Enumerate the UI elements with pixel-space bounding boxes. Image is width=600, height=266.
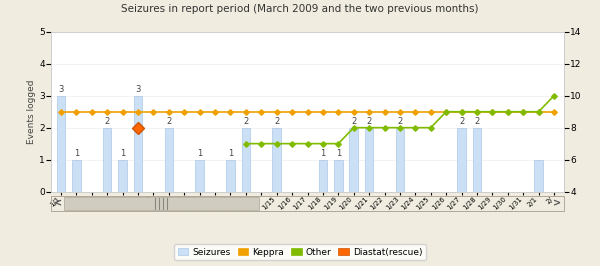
Y-axis label: Events logged: Events logged	[27, 80, 36, 144]
Text: 1: 1	[197, 149, 202, 158]
Text: 2: 2	[166, 117, 172, 126]
Text: 2: 2	[274, 117, 280, 126]
Text: Seizures in report period (March 2009 and the two previous months): Seizures in report period (March 2009 an…	[121, 4, 479, 14]
Bar	[196, 160, 204, 192]
Bar	[164, 128, 173, 192]
Text: 1: 1	[335, 149, 341, 158]
Bar	[272, 128, 281, 192]
Text: 3: 3	[58, 85, 64, 94]
Bar	[72, 160, 80, 192]
Bar	[334, 160, 343, 192]
Text: 2: 2	[397, 117, 403, 126]
Text: <: <	[53, 199, 62, 209]
Bar	[242, 128, 250, 192]
Bar	[226, 160, 235, 192]
Text: 2: 2	[367, 117, 372, 126]
Text: 2: 2	[459, 117, 464, 126]
Text: 3: 3	[136, 85, 141, 94]
Bar	[365, 128, 373, 192]
Bar	[57, 96, 65, 192]
Bar	[535, 160, 543, 192]
Bar	[103, 128, 112, 192]
Legend: Seizures, Keppra, Other, Diastat(rescue): Seizures, Keppra, Other, Diastat(rescue)	[174, 244, 426, 260]
Text: 2: 2	[475, 117, 479, 126]
Text: 1: 1	[228, 149, 233, 158]
Text: >: >	[553, 199, 562, 209]
Text: 1: 1	[74, 149, 79, 158]
Bar	[319, 160, 327, 192]
Text: 2: 2	[351, 117, 356, 126]
Bar	[349, 128, 358, 192]
Text: 1: 1	[320, 149, 326, 158]
Bar	[473, 128, 481, 192]
Bar	[134, 96, 142, 192]
Text: 1: 1	[120, 149, 125, 158]
Text: 2: 2	[243, 117, 248, 126]
Bar	[457, 128, 466, 192]
Text: 2: 2	[104, 117, 110, 126]
Bar	[118, 160, 127, 192]
Bar	[395, 128, 404, 192]
Bar	[64, 197, 259, 210]
